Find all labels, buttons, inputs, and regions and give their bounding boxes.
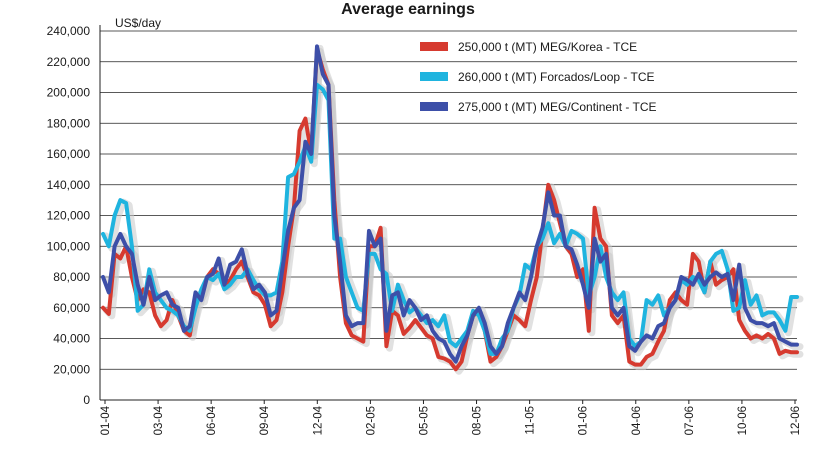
y-tick-label: 120,000: [47, 209, 91, 223]
y-tick-label: 200,000: [47, 86, 91, 100]
x-tick-label: 04-06: [631, 406, 643, 435]
x-tick-label: 09-04: [259, 405, 271, 435]
y-tick-label: 40,000: [53, 332, 90, 346]
x-axis-ticks: 01-04 03-04 06-04 09-04 12-04 02-05 05-05 08-05…: [100, 400, 802, 435]
series-shadow: [102, 83, 804, 360]
y-tick-label: 240,000: [47, 24, 91, 38]
legend-swatch: [420, 72, 448, 81]
series-shadow: [102, 47, 804, 375]
legend-label: 260,000 t (MT) Forcados/Loop - TCE: [458, 70, 655, 84]
y-tick-label: 140,000: [47, 178, 91, 192]
x-tick-label: 11-05: [525, 406, 537, 435]
series-shadow: [102, 44, 804, 368]
y-tick-label: 0: [83, 393, 90, 407]
x-tick-label: 01-04: [100, 405, 112, 435]
series-line-3: [101, 44, 799, 364]
legend-label: 275,000 t (MT) MEG/Continent - TCE: [458, 100, 657, 114]
y-axis-ticks: 0 20,000 40,000 60,000 80,000 100,000 120,000 1…: [47, 24, 91, 407]
legend-label: 250,000 t (MT) MEG/Korea - TCE: [458, 40, 637, 54]
y-axis-unit-label: US$/day: [115, 16, 161, 30]
gridlines: [99, 25, 797, 401]
series-lines: [101, 44, 804, 375]
y-tick-label: 180,000: [47, 116, 91, 130]
x-tick-label: 06-04: [206, 405, 218, 435]
x-tick-label: 10-06: [737, 406, 749, 435]
y-tick-label: 20,000: [53, 362, 90, 376]
x-tick-label: 03-04: [153, 405, 165, 435]
x-tick-label: 07-06: [684, 406, 696, 435]
x-tick-label: 12-06: [790, 406, 802, 435]
x-tick-label: 02-05: [365, 406, 377, 435]
series-line-2: [101, 82, 799, 356]
y-tick-label: 100,000: [47, 239, 91, 253]
x-tick-label: 01-06: [578, 406, 590, 435]
x-tick-label: 08-05: [472, 406, 484, 435]
y-tick-label: 220,000: [47, 55, 91, 69]
y-tick-label: 80,000: [53, 270, 90, 284]
legend: 250,000 t (MT) MEG/Korea - TCE 260,000 t …: [420, 40, 657, 114]
x-tick-label: 12-04: [312, 405, 324, 435]
chart-title: Average earnings: [341, 1, 475, 18]
legend-swatch: [420, 42, 448, 51]
y-tick-label: 160,000: [47, 147, 91, 161]
x-tick-label: 05-05: [418, 406, 430, 435]
y-tick-label: 60,000: [53, 301, 90, 315]
legend-swatch: [420, 102, 448, 111]
